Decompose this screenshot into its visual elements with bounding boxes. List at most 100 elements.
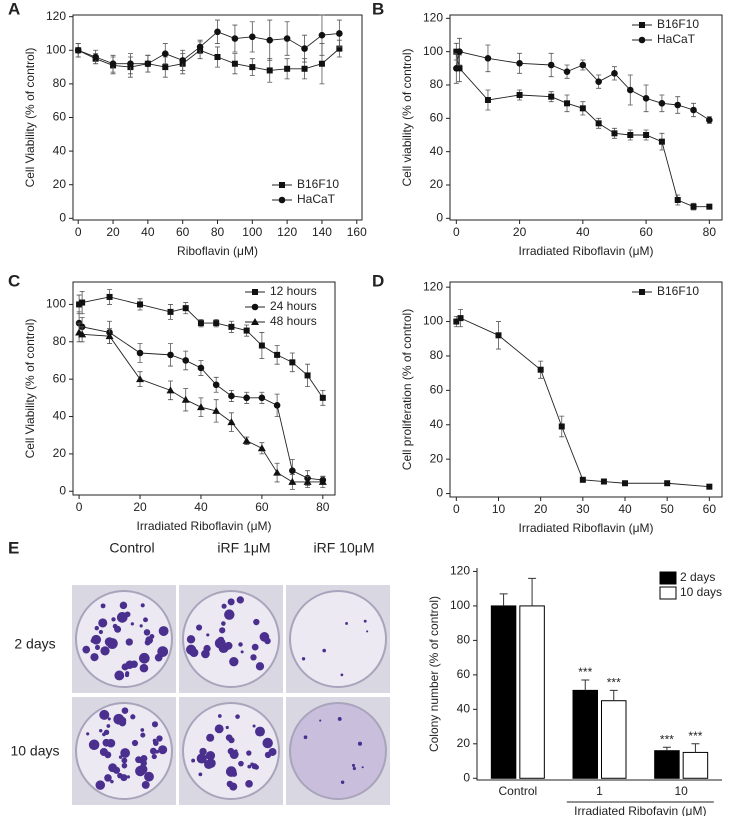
colony — [224, 641, 233, 650]
colony — [118, 755, 123, 759]
x-tick-label: 60 — [176, 225, 190, 239]
marker — [214, 54, 221, 61]
panel-label: D — [372, 271, 384, 290]
marker — [197, 320, 204, 327]
error-bar — [609, 689, 618, 701]
colony — [217, 714, 222, 718]
marker — [266, 67, 273, 74]
marker — [127, 60, 134, 68]
x-group-label: Irradiated Ribofavin (μM) — [574, 804, 706, 816]
colony — [86, 732, 90, 736]
colony — [363, 619, 367, 623]
colony — [145, 636, 154, 644]
x-tick-label: 30 — [576, 502, 590, 516]
y-tick-label: 100 — [450, 598, 470, 612]
y-tick-label: 20 — [457, 736, 471, 750]
x-tick-label: 40 — [194, 500, 208, 514]
marker — [243, 327, 250, 334]
bar — [490, 605, 517, 779]
axes — [476, 568, 722, 781]
error-bar — [499, 593, 508, 606]
marker — [161, 50, 169, 57]
colony — [221, 603, 227, 609]
marker — [278, 196, 286, 204]
y-tick-label: 100 — [46, 297, 66, 311]
bar — [601, 700, 627, 779]
marker — [595, 120, 602, 127]
y-tick-label: 60 — [430, 383, 444, 397]
marker — [622, 480, 629, 487]
colony — [90, 653, 99, 662]
marker — [318, 60, 325, 67]
y-tick-label: 80 — [457, 633, 471, 647]
colony — [98, 629, 104, 635]
bar — [572, 689, 598, 779]
marker — [283, 35, 291, 42]
colony — [236, 596, 245, 604]
photo-row-label: 10 days — [10, 743, 59, 759]
colony — [204, 759, 214, 770]
x-tick-label: Control — [498, 784, 537, 798]
series-line — [455, 51, 710, 208]
marker — [105, 332, 114, 340]
colony — [235, 714, 240, 719]
colony — [155, 749, 159, 754]
colony — [99, 709, 110, 720]
colony — [206, 733, 215, 742]
colony — [158, 626, 169, 636]
marker — [484, 55, 492, 62]
colony — [340, 780, 345, 784]
legend-label: B16F10 — [657, 284, 699, 298]
colony — [126, 775, 131, 779]
marker — [74, 46, 82, 54]
marker — [231, 60, 238, 67]
legend-swatch — [659, 571, 677, 585]
marker — [639, 22, 645, 28]
legend-label: 10 days — [680, 585, 722, 599]
bar — [682, 751, 709, 779]
colony — [103, 729, 110, 736]
legend-label: B16F10 — [657, 17, 699, 31]
colony — [119, 601, 128, 610]
colony — [141, 780, 150, 789]
panel-label: E — [8, 538, 19, 557]
colony — [149, 747, 157, 755]
marker — [266, 36, 274, 44]
marker — [579, 105, 586, 112]
x-tick-label: 80 — [703, 225, 717, 239]
colony — [99, 728, 103, 733]
marker — [516, 60, 523, 67]
marker — [251, 303, 259, 311]
colony — [198, 772, 203, 777]
x-tick-label: 60 — [255, 500, 269, 514]
colony — [345, 622, 348, 625]
y-tick-label: 40 — [457, 702, 471, 716]
colony — [91, 634, 102, 645]
y-tick-label: 20 — [53, 177, 67, 191]
marker — [456, 48, 463, 55]
marker — [674, 101, 682, 109]
x-tick-label: 120 — [277, 225, 297, 239]
colony — [104, 751, 112, 759]
marker — [212, 406, 221, 414]
colony — [151, 721, 159, 728]
colony — [255, 726, 265, 737]
y-tick-label: 40 — [53, 409, 67, 423]
y-axis-label: Colony number (% of control) — [427, 596, 441, 752]
series-line — [78, 31, 340, 65]
plot-frame — [72, 281, 336, 496]
x-tick-label: 140 — [312, 225, 332, 239]
marker — [212, 381, 220, 389]
plate — [289, 590, 387, 688]
marker — [658, 100, 666, 107]
annotation: *** — [688, 729, 702, 743]
colony — [255, 662, 265, 671]
legend-label: HaCaT — [297, 192, 336, 206]
marker — [627, 132, 634, 138]
colony — [361, 766, 364, 769]
y-tick-label: 0 — [59, 483, 66, 497]
colony — [247, 764, 252, 769]
y-tick-label: 0 — [436, 486, 443, 500]
marker — [626, 86, 634, 94]
colony — [303, 735, 308, 740]
